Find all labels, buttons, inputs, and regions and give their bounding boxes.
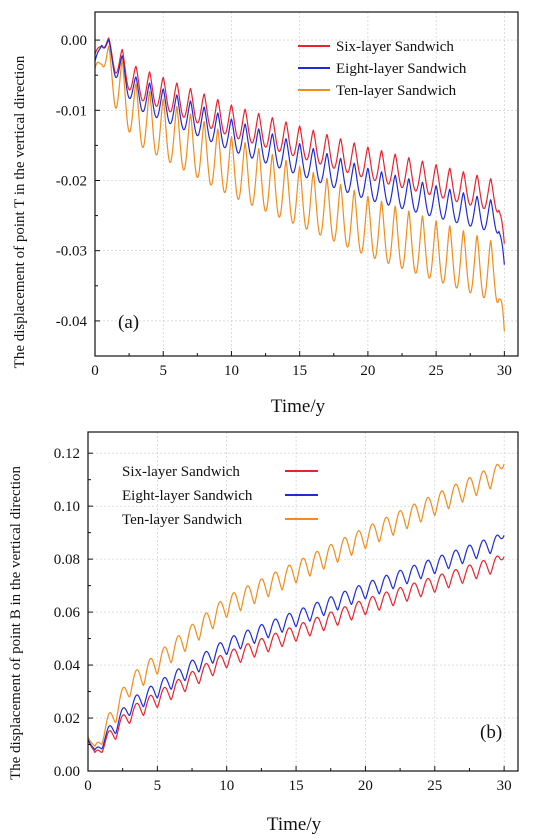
y-tick-label-a-1: -0.01 <box>56 103 87 119</box>
series-line-ten-a <box>94 45 505 332</box>
legend-item-eight-a: Eight-layer Sandwich <box>298 61 467 77</box>
y-tick-label-b-6: 0.12 <box>54 446 80 462</box>
legend-item-six-a: Six-layer Sandwich <box>298 39 454 55</box>
x-tick-label-b-5: 25 <box>427 778 442 794</box>
y-tick-label-a-0: 0.00 <box>61 33 87 49</box>
x-axis-title-a: Time/y <box>271 396 326 417</box>
series-line-six-a <box>94 37 505 244</box>
x-tick-label-b-4: 20 <box>358 778 373 794</box>
y-tick-label-b-3: 0.06 <box>54 605 81 621</box>
x-tick-label-a-3: 15 <box>292 363 307 379</box>
y-tick-label-b-0: 0.00 <box>54 764 80 780</box>
x-tick-label-b-6: 30 <box>497 778 512 794</box>
legend-item-ten-a: Ten-layer Sandwich <box>298 83 457 99</box>
plot-frame-a <box>94 11 519 357</box>
legend-label-six-b: Six-layer Sandwich <box>122 464 240 480</box>
panel-label-a: (a) <box>118 312 139 333</box>
y-ticks-a: 0.00 -0.01 -0.02 -0.03 -0.04 <box>56 33 100 330</box>
chart-panel-a: 0 5 10 15 20 25 30 0.00 -0.01 -0.02 -0.03 -0.04 Si… <box>12 11 519 417</box>
y-ticks-b: 0.00 0.02 0.04 0.06 0.08 0.10 0.12 <box>54 446 93 780</box>
x-tick-label-b-1: 5 <box>154 778 162 794</box>
series-group-b <box>87 463 505 754</box>
y-tick-label-b-2: 0.04 <box>54 658 81 674</box>
legend-item-ten-b: Ten-layer Sandwich <box>122 512 318 528</box>
series-line-eight-a <box>94 39 505 265</box>
series-line-eight-b <box>87 534 505 751</box>
y-tick-label-a-4: -0.04 <box>56 314 88 330</box>
series-line-six-b <box>87 555 505 754</box>
y-tick-label-b-4: 0.08 <box>54 552 80 568</box>
x-axis-title-b: Time/y <box>267 814 322 835</box>
x-tick-label-a-6: 30 <box>497 363 512 379</box>
y-axis-title-a: The displacement of point T in the verti… <box>12 55 28 368</box>
y-tick-label-a-3: -0.03 <box>56 244 87 260</box>
legend-item-eight-b: Eight-layer Sandwich <box>122 488 318 504</box>
x-tick-label-a-1: 5 <box>159 363 167 379</box>
x-tick-label-a-4: 20 <box>360 363 375 379</box>
panel-label-b: (b) <box>480 722 502 743</box>
y-axis-title-b: The displacement of point B in the verti… <box>8 465 24 780</box>
grid-b <box>87 432 518 772</box>
x-ticks-a: 0 5 10 15 20 25 30 <box>91 351 512 379</box>
x-tick-label-a-2: 10 <box>224 363 239 379</box>
legend-a: Six-layer Sandwich Eight-layer Sandwich … <box>298 39 467 99</box>
legend-label-ten-a: Ten-layer Sandwich <box>336 83 457 99</box>
plot-frame-b <box>87 431 519 772</box>
series-group-a <box>94 37 505 332</box>
legend-label-eight-b: Eight-layer Sandwich <box>122 488 253 504</box>
x-tick-label-b-3: 15 <box>289 778 304 794</box>
x-tick-label-b-0: 0 <box>84 778 92 794</box>
x-tick-label-a-0: 0 <box>91 363 99 379</box>
series-line-ten-b <box>87 463 505 747</box>
y-tick-label-a-2: -0.02 <box>56 173 87 189</box>
x-tick-label-a-5: 25 <box>429 363 444 379</box>
legend-label-eight-a: Eight-layer Sandwich <box>336 61 467 77</box>
legend-b: Six-layer Sandwich Eight-layer Sandwich … <box>122 464 318 528</box>
y-tick-label-b-1: 0.02 <box>54 711 80 727</box>
x-tick-label-b-2: 10 <box>219 778 234 794</box>
chart-panel-b: 0 5 10 15 20 25 30 0.00 0.02 0.04 0.06 0.08 0.10 0.1… <box>8 431 519 835</box>
legend-item-six-b: Six-layer Sandwich <box>122 464 318 480</box>
x-ticks-b: 0 5 10 15 20 25 30 <box>84 766 512 794</box>
legend-label-ten-b: Ten-layer Sandwich <box>122 512 243 528</box>
y-tick-label-b-5: 0.10 <box>54 499 80 515</box>
legend-label-six-a: Six-layer Sandwich <box>336 39 454 55</box>
